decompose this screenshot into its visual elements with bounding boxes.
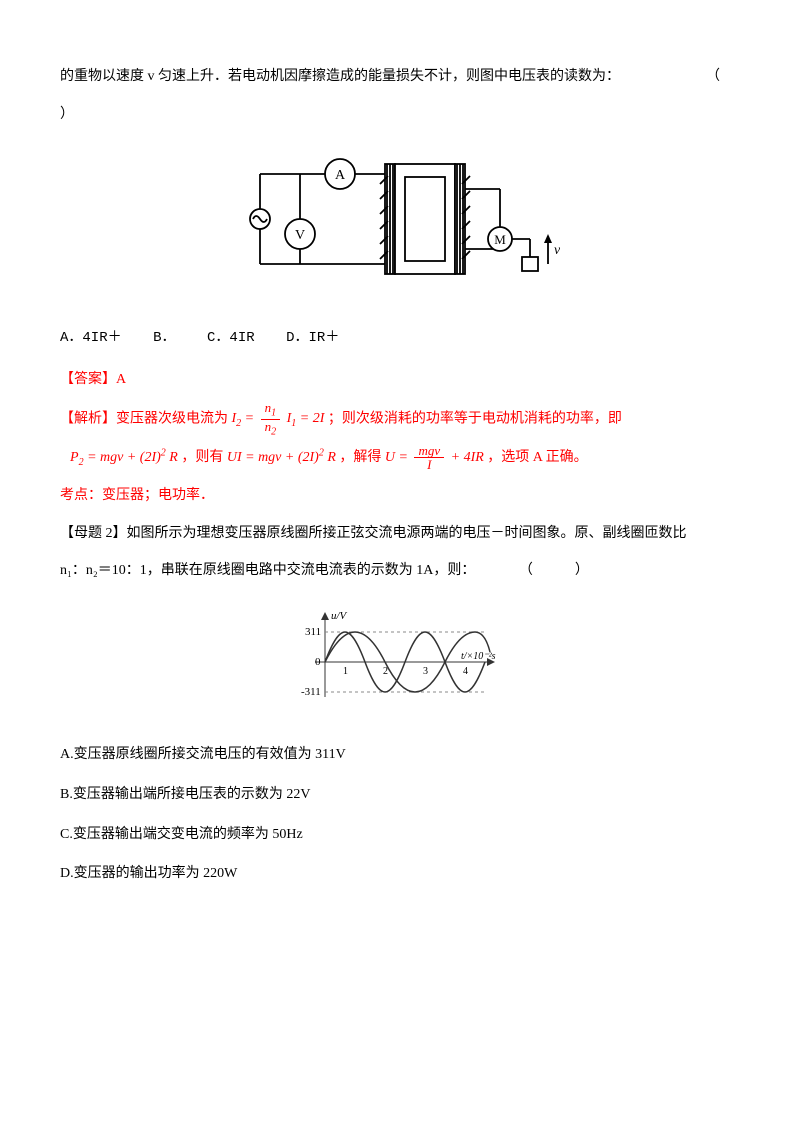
q2-option-c: C.变压器输出端交变电流的频率为 50Hz bbox=[60, 818, 740, 852]
kaodian-label: 考点： bbox=[60, 488, 102, 503]
answer-label: 【答案】 bbox=[60, 372, 116, 387]
q2-optC-text: C.变压器输出端交变电流的频率为 50Hz bbox=[60, 827, 303, 842]
wave-y-bot: -311 bbox=[301, 686, 321, 698]
svg-text:V: V bbox=[295, 228, 305, 243]
analysis-label: 【解析】 bbox=[60, 411, 116, 426]
q2-option-a: A.变压器原线圈所接交流电压的有效值为 311V bbox=[60, 738, 740, 772]
analysis-p2: ；则次级消耗的功率等于电动机消耗的功率，即 bbox=[328, 411, 622, 426]
svg-text:A: A bbox=[335, 168, 346, 183]
q1-options: A．4IR＋ B． C．4IR D．IR＋ bbox=[60, 321, 740, 356]
wave-svg: 311 0 -311 u/V 1 2 3 4 t/×10⁻²s bbox=[285, 607, 515, 707]
q2-stem-line1: 【母题 2】如图所示为理想变压器原线圈所接正弦交流电源两端的电压－时间图象。原、… bbox=[60, 517, 740, 551]
analysis-p4: ，解得 bbox=[339, 450, 381, 465]
formula-u-lhs: U = bbox=[385, 450, 412, 465]
wave-x-3: 3 bbox=[423, 666, 428, 677]
q2-option-b: B.变压器输出端所接电压表的示数为 22V bbox=[60, 778, 740, 812]
formula-u-tail: + 4IR bbox=[451, 450, 484, 465]
q2-label: 【母题 2】 bbox=[60, 526, 127, 541]
q2-stem-line2: n₁：n₂＝10：1，串联在原线圈电路中交流电流表的示数为 1A，则： （ ） bbox=[60, 554, 740, 589]
option-a: A．4IR＋ bbox=[60, 322, 122, 356]
q2-text: 如图所示为理想变压器原线圈所接正弦交流电源两端的电压－时间图象。原、副线圈匝数比 bbox=[127, 526, 687, 541]
svg-text:v: v bbox=[554, 243, 560, 258]
analysis-line1: 【解析】变压器次级电流为 I2 = n1n2 I1 = 2I ；则次级消耗的功率… bbox=[60, 401, 740, 437]
q2-paren: （ ） bbox=[519, 563, 589, 579]
wave-x-4: 4 bbox=[463, 666, 468, 677]
option-b: B． bbox=[153, 322, 175, 356]
formula-p2: P2 = mgv + (2I)2 R bbox=[70, 450, 178, 465]
wave-y-label: u/V bbox=[331, 610, 348, 622]
paren-close: ） bbox=[60, 107, 74, 122]
q2-text2: n₁：n₂＝10：1，串联在原线圈电路中交流电流表的示数为 1A，则： bbox=[60, 563, 475, 578]
wave-x-label: t/×10⁻²s bbox=[461, 651, 496, 662]
intro-text: 的重物以速度 v 匀速上升．若电动机因摩擦造成的能量损失不计，则图中电压表的读数… bbox=[60, 69, 620, 84]
wave-y-mid: 0 bbox=[315, 656, 321, 668]
analysis-p5: ，选项 A 正确。 bbox=[487, 450, 587, 465]
circuit-svg: A V bbox=[240, 149, 560, 289]
formula-i1: I1 = 2I bbox=[287, 411, 325, 426]
option-d: D．IR＋ bbox=[286, 322, 339, 356]
q2-optA-text: A.变压器原线圈所接交流电压的有效值为 311V bbox=[60, 747, 346, 762]
wave-x-1: 1 bbox=[343, 666, 348, 677]
q2-optD-text: D.变压器的输出功率为 220W bbox=[60, 866, 237, 881]
frac-mgv-i: mgvI bbox=[414, 444, 444, 471]
option-c: C．4IR bbox=[207, 322, 255, 356]
answer-block: 【答案】A bbox=[60, 363, 740, 397]
q2-optB-text: B.变压器输出端所接电压表的示数为 22V bbox=[60, 787, 310, 802]
q1-intro-line2: ） bbox=[60, 98, 740, 132]
frac-n1n2: n1n2 bbox=[261, 401, 281, 437]
q1-intro-line1: 的重物以速度 v 匀速上升．若电动机因摩擦造成的能量损失不计，则图中电压表的读数… bbox=[60, 60, 740, 94]
q2-option-d: D.变压器的输出功率为 220W bbox=[60, 857, 740, 891]
circuit-diagram: A V bbox=[60, 149, 740, 303]
wave-x-2: 2 bbox=[383, 666, 388, 677]
svg-text:M: M bbox=[494, 232, 506, 247]
formula-i2: I2 = bbox=[232, 411, 258, 426]
analysis-p1: 变压器次级电流为 bbox=[116, 411, 228, 426]
kaodian: 考点：变压器；电功率． bbox=[60, 479, 740, 513]
wave-diagram: 311 0 -311 u/V 1 2 3 4 t/×10⁻²s bbox=[60, 607, 740, 721]
answer-value: A bbox=[116, 372, 126, 387]
paren-open: （ bbox=[706, 60, 720, 94]
wave-y-top: 311 bbox=[305, 626, 321, 638]
analysis-p3: ，则有 bbox=[181, 450, 223, 465]
kaodian-text: 变压器；电功率． bbox=[102, 488, 214, 503]
formula-ui: UI = mgv + (2I)2 R bbox=[227, 450, 336, 465]
analysis-line2: P2 = mgv + (2I)2 R ，则有 UI = mgv + (2I)2 … bbox=[60, 441, 740, 475]
